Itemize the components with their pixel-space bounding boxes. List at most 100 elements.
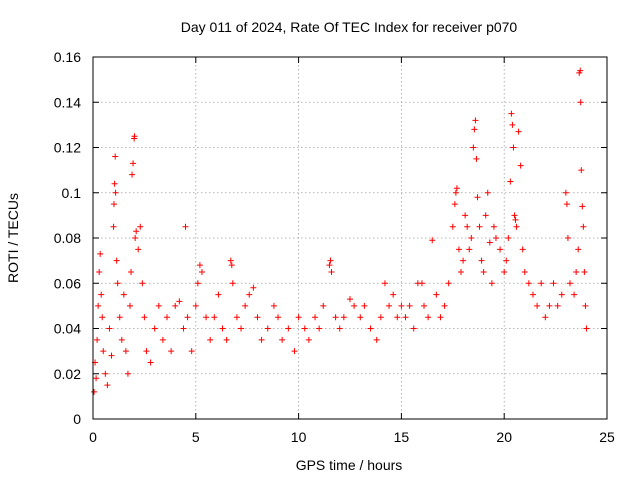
data-point: [507, 178, 514, 185]
y-tick-label: 0: [73, 411, 81, 427]
data-point: [529, 291, 536, 298]
data-point: [207, 336, 214, 343]
data-point: [176, 298, 183, 305]
data-point: [320, 302, 327, 309]
data-point: [141, 314, 148, 321]
data-point: [93, 375, 100, 382]
data-point: [486, 239, 493, 246]
data-point: [128, 268, 135, 275]
y-tick-label: 0.16: [54, 49, 81, 65]
data-point: [164, 314, 171, 321]
data-point: [312, 314, 319, 321]
x-tick-label: 25: [599, 429, 615, 445]
x-axis-ticks: 0 5 10 15 20 25: [89, 57, 615, 445]
data-point: [242, 302, 249, 309]
data-point: [336, 325, 343, 332]
data-point: [554, 302, 561, 309]
data-point: [114, 280, 121, 287]
data-point: [100, 348, 107, 355]
data-point: [133, 228, 140, 235]
data-point: [515, 128, 522, 135]
data-point: [377, 314, 384, 321]
data-point: [455, 246, 462, 253]
data-point: [99, 314, 106, 321]
y-tick-label: 0.14: [54, 94, 81, 110]
data-point: [361, 302, 368, 309]
data-point: [517, 162, 524, 169]
x-tick-label: 20: [496, 429, 512, 445]
data-point: [211, 314, 218, 321]
data-point: [326, 262, 333, 269]
chart-title: Day 011 of 2024, Rate Of TEC Index for r…: [181, 19, 518, 35]
data-point: [482, 212, 489, 219]
data-point: [135, 246, 142, 253]
x-tick-label: 10: [291, 429, 307, 445]
data-point: [390, 291, 397, 298]
data-point: [340, 314, 347, 321]
data-point: [102, 370, 109, 377]
data-point: [464, 223, 471, 230]
data-point: [357, 314, 364, 321]
data-point: [215, 291, 222, 298]
data-point: [580, 223, 587, 230]
data-point: [425, 314, 432, 321]
data-point: [478, 257, 485, 264]
data-point: [95, 302, 102, 309]
data-point: [433, 291, 440, 298]
data-point: [131, 133, 138, 140]
x-tick-label: 15: [394, 429, 410, 445]
data-point: [367, 325, 374, 332]
data-point: [521, 268, 528, 275]
data-point: [198, 268, 205, 275]
data-point: [466, 246, 473, 253]
data-point: [96, 268, 103, 275]
data-point: [238, 325, 245, 332]
data-point: [458, 268, 465, 275]
data-point: [453, 185, 460, 192]
data-point: [542, 314, 549, 321]
data-point: [512, 216, 519, 223]
data-point: [468, 235, 475, 241]
data-point: [373, 336, 380, 343]
data-point: [112, 189, 119, 196]
data-point: [558, 291, 565, 298]
data-point: [223, 336, 230, 343]
data-point: [577, 99, 584, 106]
x-tick-label: 0: [89, 429, 97, 445]
data-point: [445, 280, 452, 287]
data-point: [328, 268, 335, 275]
data-point: [472, 117, 479, 124]
data-point: [228, 262, 235, 269]
data-point: [546, 302, 553, 309]
data-point: [94, 336, 101, 343]
data-point: [219, 325, 226, 332]
y-tick-label: 0.04: [54, 321, 81, 337]
data-point: [264, 325, 271, 332]
data-point: [581, 268, 588, 275]
data-point: [295, 314, 302, 321]
data-point: [147, 359, 154, 366]
data-point: [398, 302, 405, 309]
data-point: [534, 302, 541, 309]
data-point: [188, 348, 195, 355]
data-point: [488, 280, 495, 287]
data-point: [229, 280, 236, 287]
y-tick-label: 0.08: [54, 230, 81, 246]
data-point: [476, 223, 483, 230]
data-point: [285, 325, 292, 332]
data-point: [203, 314, 210, 321]
data-point: [118, 336, 125, 343]
data-point: [480, 268, 487, 275]
data-point: [562, 189, 569, 196]
data-point: [113, 257, 120, 264]
data-point: [564, 235, 571, 241]
data-point: [505, 235, 512, 241]
data-point: [151, 325, 158, 332]
data-point: [484, 189, 491, 196]
data-point: [327, 257, 334, 264]
data-point: [291, 348, 298, 355]
data-point: [451, 201, 458, 208]
y-axis-ticks: 0 0.02 0.04 0.06 0.08 0.1 0.12 0.14 0.16: [54, 49, 607, 427]
data-point: [332, 314, 339, 321]
